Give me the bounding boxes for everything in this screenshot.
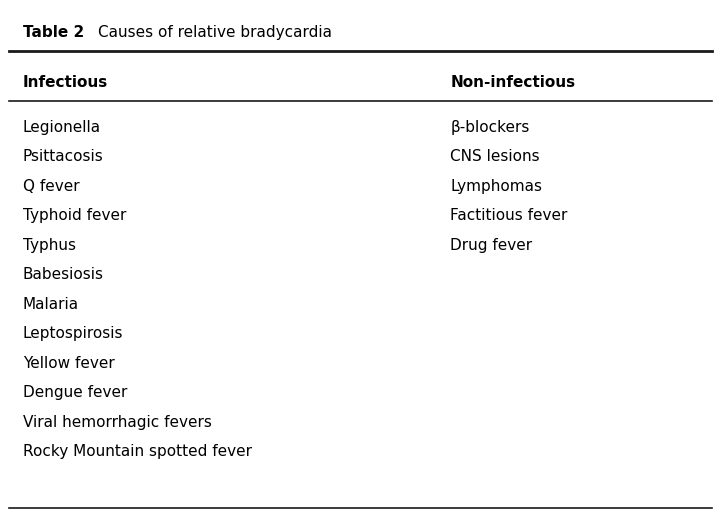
- Text: Leptospirosis: Leptospirosis: [23, 326, 123, 341]
- Text: Infectious: Infectious: [23, 75, 108, 90]
- Text: Non-infectious: Non-infectious: [451, 75, 575, 90]
- Text: Psittacosis: Psittacosis: [23, 149, 104, 164]
- Text: Babesiosis: Babesiosis: [23, 267, 104, 282]
- Text: CNS lesions: CNS lesions: [451, 149, 540, 164]
- Text: Rocky Mountain spotted fever: Rocky Mountain spotted fever: [23, 444, 252, 460]
- Text: Malaria: Malaria: [23, 297, 79, 312]
- Text: Typhoid fever: Typhoid fever: [23, 208, 126, 223]
- Text: Dengue fever: Dengue fever: [23, 386, 128, 401]
- Text: Yellow fever: Yellow fever: [23, 356, 115, 371]
- Text: β-blockers: β-blockers: [451, 119, 530, 134]
- Text: Factitious fever: Factitious fever: [451, 208, 567, 223]
- Text: Q fever: Q fever: [23, 179, 79, 194]
- Text: Causes of relative bradycardia: Causes of relative bradycardia: [98, 24, 332, 40]
- Text: Drug fever: Drug fever: [451, 238, 532, 253]
- Text: Legionella: Legionella: [23, 119, 101, 134]
- Text: Table 2: Table 2: [23, 24, 84, 40]
- Text: Lymphomas: Lymphomas: [451, 179, 542, 194]
- Text: Viral hemorrhagic fevers: Viral hemorrhagic fevers: [23, 415, 212, 430]
- Text: Typhus: Typhus: [23, 238, 76, 253]
